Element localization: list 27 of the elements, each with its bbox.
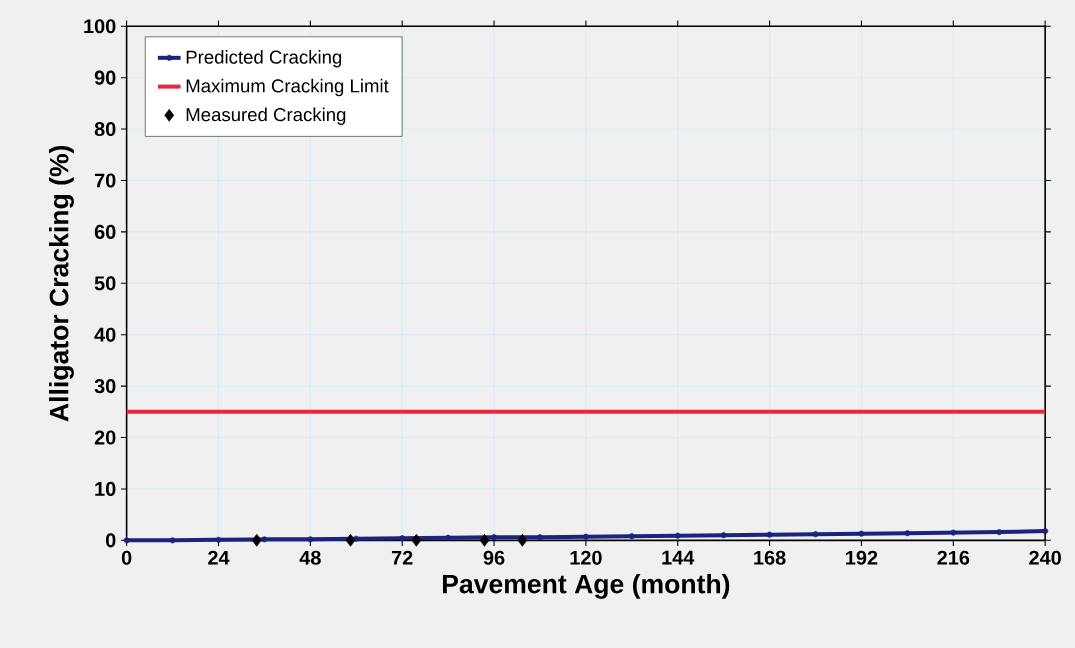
- x-tick-label: 96: [483, 550, 505, 565]
- x-tick-label: 216: [937, 550, 970, 565]
- x-tick-label: 48: [299, 550, 321, 565]
- legend-label: Maximum Cracking Limit: [186, 78, 389, 97]
- y-tick-label: 90: [94, 70, 116, 85]
- x-tick-label: 192: [846, 550, 878, 565]
- x-tick-label: 120: [570, 550, 602, 565]
- legend-label: Predicted Cracking: [186, 50, 342, 68]
- x-tick-label: 240: [1029, 550, 1061, 565]
- x-tick-label: 72: [391, 550, 413, 565]
- x-tick-label: 168: [754, 550, 786, 565]
- y-tick-label: 70: [94, 173, 116, 188]
- y-tick-label: 40: [94, 327, 116, 342]
- y-tick-label: 60: [94, 224, 116, 239]
- legend-label: Measured Cracking: [186, 107, 346, 125]
- y-tick-label: 100: [84, 19, 116, 34]
- y-tick-label: 30: [94, 379, 116, 394]
- y-tick-label: 0: [105, 533, 116, 548]
- y-tick-label: 80: [94, 121, 116, 137]
- x-tick-label: 0: [121, 550, 132, 565]
- x-axis-title: Pavement Age (month): [442, 573, 730, 599]
- x-tick-label: 24: [208, 550, 230, 565]
- y-tick-label: 50: [94, 276, 116, 291]
- y-axis-title: Alligator Cracking (%): [49, 145, 74, 422]
- x-tick-label: 144: [662, 550, 695, 565]
- y-tick-label: 10: [95, 481, 116, 496]
- y-tick-label: 20: [94, 430, 116, 445]
